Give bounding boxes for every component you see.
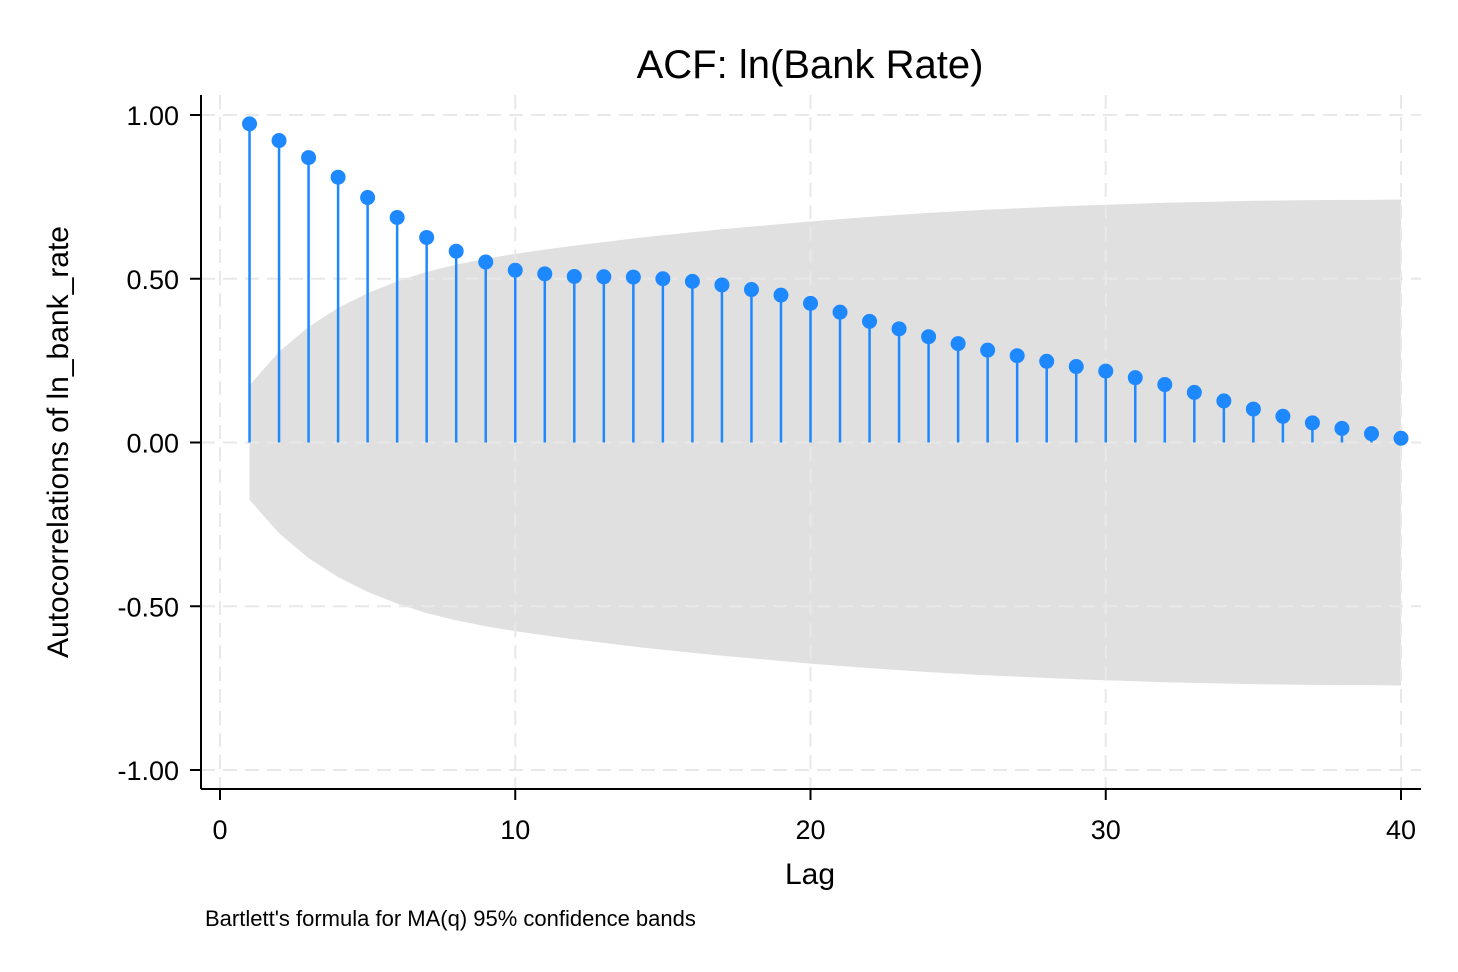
acf-point xyxy=(1098,363,1114,379)
acf-point xyxy=(862,313,878,329)
acf-point xyxy=(1009,348,1025,364)
y-axis-label: Autocorrelations of ln_bank_rate xyxy=(42,226,75,658)
acf-point xyxy=(478,254,494,270)
acf-point xyxy=(950,336,966,352)
acf-point xyxy=(1334,420,1350,436)
x-axis-label: Lag xyxy=(785,858,835,891)
acf-point xyxy=(743,282,759,298)
acf-point xyxy=(1186,384,1202,400)
y-tick-label: 0.50 xyxy=(126,265,179,295)
x-tick-label: 40 xyxy=(1386,815,1416,845)
acf-point xyxy=(566,268,582,284)
acf-point xyxy=(1275,408,1291,424)
acf-point xyxy=(921,329,937,345)
acf-point xyxy=(271,133,287,149)
acf-point xyxy=(596,269,612,285)
acf-point xyxy=(684,273,700,289)
acf-point xyxy=(360,190,376,206)
acf-point xyxy=(1245,401,1261,417)
x-tick-label: 0 xyxy=(212,815,227,845)
acf-point xyxy=(301,150,317,166)
acf-point xyxy=(1393,430,1409,446)
acf-point xyxy=(242,116,258,132)
acf-point xyxy=(1039,353,1055,369)
acf-point xyxy=(803,295,818,311)
y-tick-label: 0.00 xyxy=(126,429,179,459)
acf-point xyxy=(625,269,641,285)
acf-point xyxy=(891,321,907,337)
acf-point xyxy=(330,169,346,185)
acf-point xyxy=(714,277,730,293)
acf-point xyxy=(773,287,789,303)
acf-point xyxy=(980,342,996,358)
x-tick-label: 30 xyxy=(1091,815,1121,845)
chart-note: Bartlett's formula for MA(q) 95% confide… xyxy=(205,906,696,931)
acf-point xyxy=(1216,393,1232,409)
chart-title: ACF: ln(Bank Rate) xyxy=(637,43,984,87)
acf-point xyxy=(537,266,553,282)
acf-point xyxy=(1363,426,1379,442)
acf-point xyxy=(419,229,435,245)
acf-point xyxy=(507,262,523,278)
y-tick-label: 1.00 xyxy=(126,101,179,131)
acf-point xyxy=(832,304,848,320)
y-tick-label: -1.00 xyxy=(117,756,179,786)
y-tick-label: -0.50 xyxy=(117,592,179,622)
acf-point xyxy=(655,271,671,287)
acf-point xyxy=(1127,370,1143,386)
acf-point xyxy=(448,243,464,259)
acf-point xyxy=(1304,415,1320,431)
acf-point xyxy=(1157,377,1173,393)
x-tick-label: 10 xyxy=(500,815,530,845)
x-tick-label: 20 xyxy=(795,815,825,845)
acf-point xyxy=(1068,359,1084,375)
acf-point xyxy=(389,210,405,226)
